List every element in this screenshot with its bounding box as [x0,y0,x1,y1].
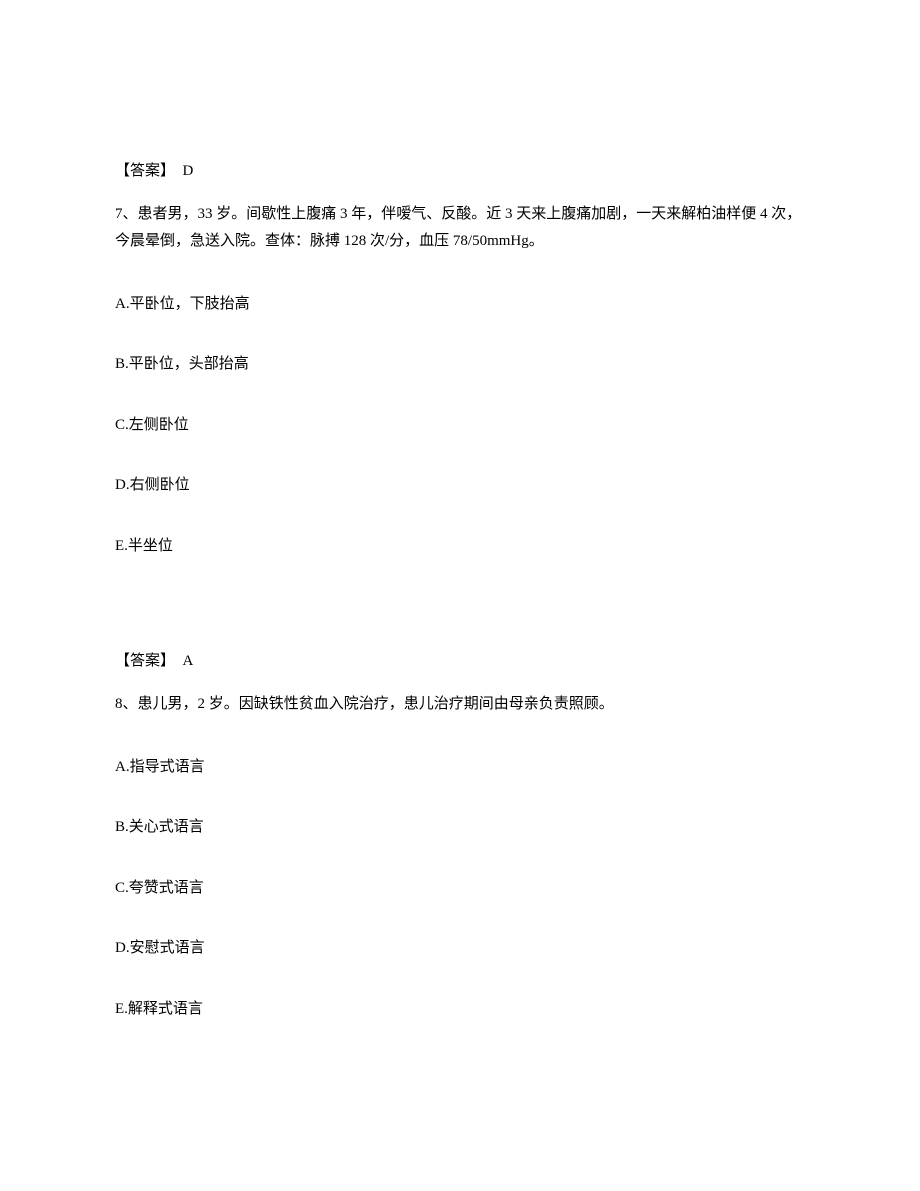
question-number: 8、 [115,696,138,712]
answer-label: 【答案】 [115,163,175,179]
option-7-a: A.平卧位，下肢抬高 [115,293,805,316]
question-number: 7、 [115,206,138,222]
question-text: 患者男，33 岁。间歇性上腹痛 3 年，伴嗳气、反酸。近 3 天来上腹痛加剧，一… [115,206,801,249]
answer-label: 【答案】 [115,653,175,669]
option-8-b: B.关心式语言 [115,816,805,839]
spacer [115,595,805,650]
option-8-a: A.指导式语言 [115,756,805,779]
question-text: 患儿男，2 岁。因缺铁性贫血入院治疗，患儿治疗期间由母亲负责照顾。 [138,696,614,712]
option-8-d: D.安慰式语言 [115,937,805,960]
option-7-d: D.右侧卧位 [115,474,805,497]
option-8-c: C.夸赞式语言 [115,877,805,900]
option-7-e: E.半坐位 [115,535,805,558]
option-8-e: E.解释式语言 [115,998,805,1021]
option-7-b: B.平卧位，头部抬高 [115,353,805,376]
question-8-stem: 8、患儿男，2 岁。因缺铁性贫血入院治疗，患儿治疗期间由母亲负责照顾。 [115,691,805,718]
answer-value: A [183,653,194,669]
question-7-stem: 7、患者男，33 岁。间歇性上腹痛 3 年，伴嗳气、反酸。近 3 天来上腹痛加剧… [115,201,805,255]
answer-block-7: 【答案】 A [115,650,805,673]
answer-value: D [183,163,194,179]
option-7-c: C.左侧卧位 [115,414,805,437]
answer-block-6: 【答案】 D [115,160,805,183]
